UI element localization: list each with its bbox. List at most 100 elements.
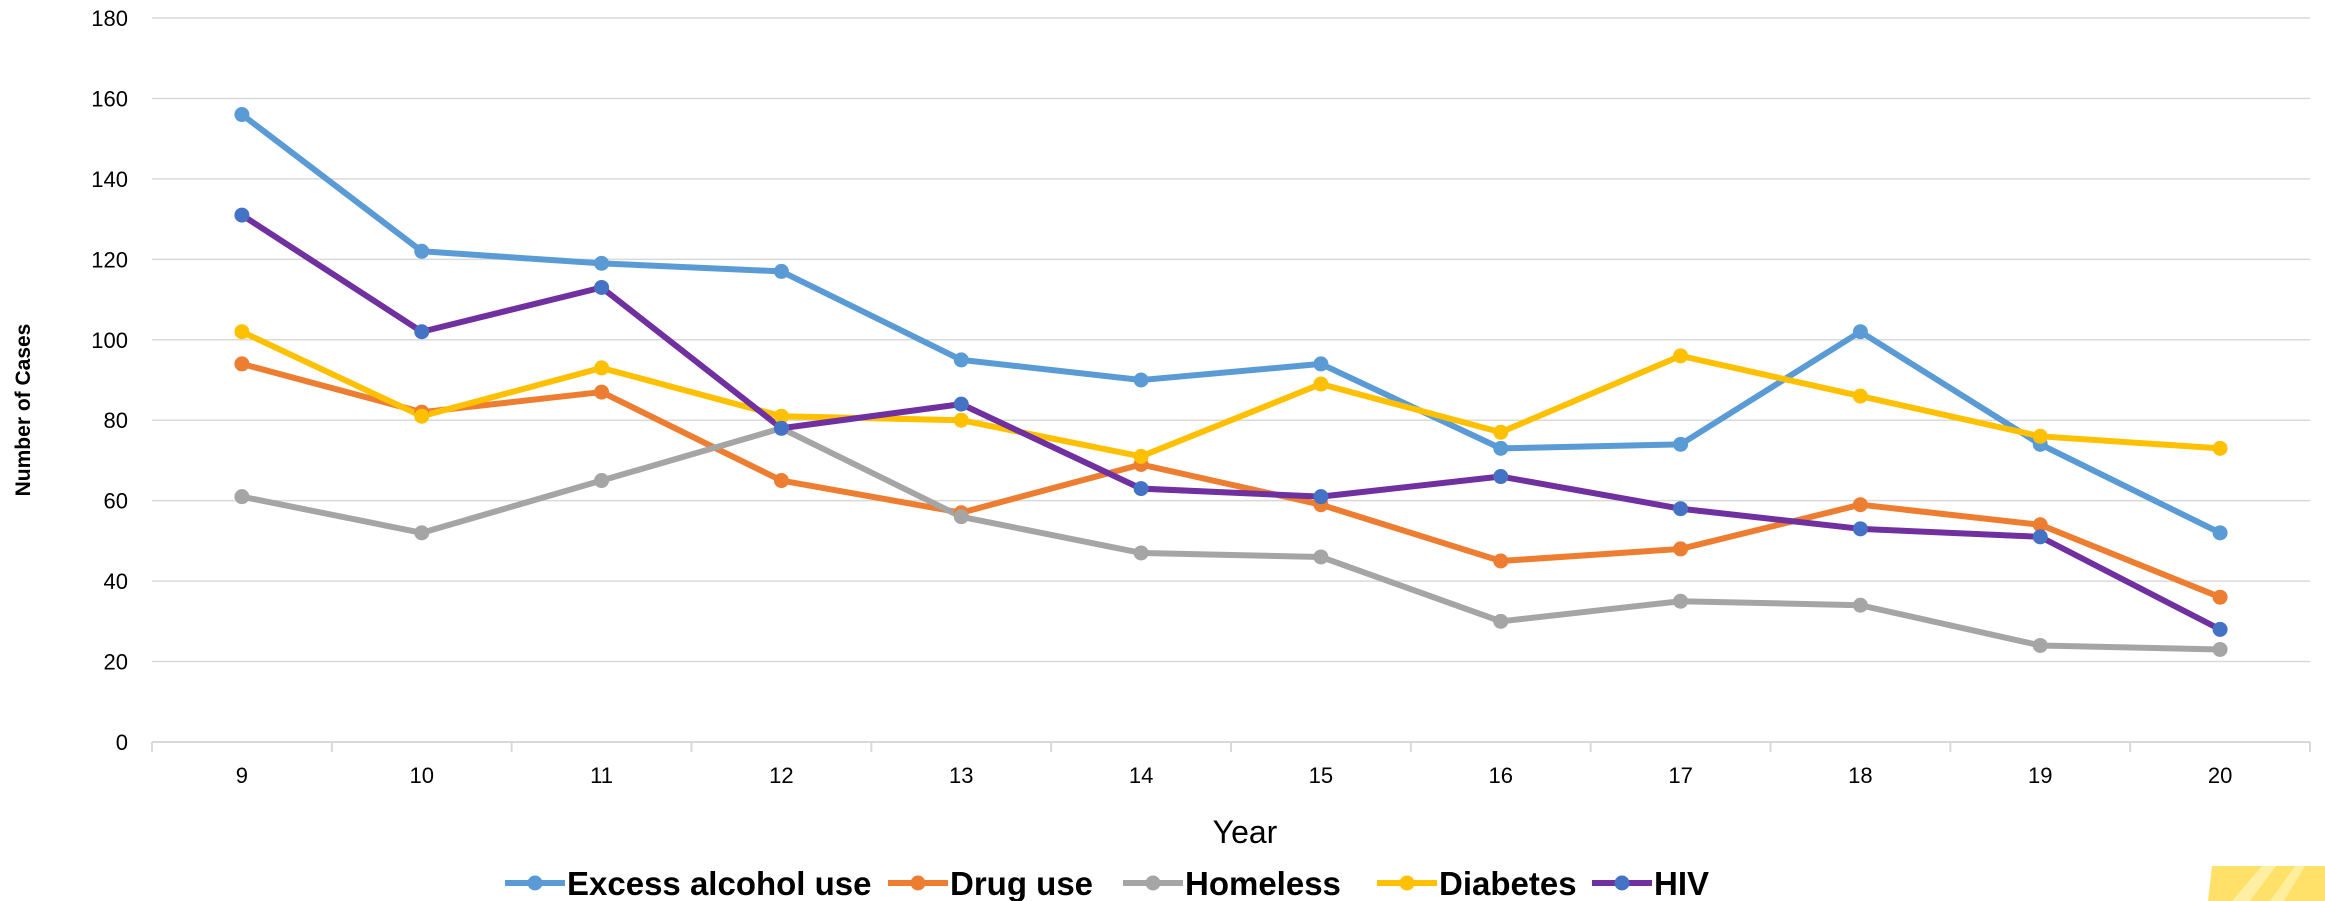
legend: Excess alcohol use Drug use Homeless Diabet… [505,865,1709,901]
data-point-excess-alcohol-use [1493,440,1509,456]
legend-swatch-marker [1399,875,1415,891]
data-point-diabetes [1673,348,1689,364]
y-tick-label: 140 [91,167,128,192]
data-point-excess-alcohol-use [1673,436,1689,452]
x-axis-tick-labels: 9 10 11 12 13 14 15 16 17 18 19 20 [236,763,2233,788]
data-point-homeless [414,525,430,541]
gridlines [152,17,2310,663]
data-point-homeless [1133,545,1149,561]
legend-item-hiv: HIV [1592,865,1709,901]
data-point-diabetes [594,360,610,376]
data-point-homeless [2032,637,2048,653]
data-point-hiv [2032,529,2048,545]
data-point-diabetes [2032,428,2048,444]
data-point-drug-use [773,473,789,489]
data-point-hiv [414,324,430,340]
y-tick-label: 120 [91,247,128,272]
x-tick-label: 14 [1129,763,1153,788]
data-point-hiv [773,420,789,436]
y-tick-label: 180 [91,6,128,31]
y-tick-label: 0 [116,730,128,755]
series-lines [238,111,2224,653]
x-tick-label: 13 [949,763,973,788]
data-point-hiv [594,279,610,295]
x-tick-label: 16 [1489,763,1513,788]
x-tick-label: 19 [2028,763,2052,788]
data-point-excess-alcohol-use [414,243,430,259]
data-point-hiv [2212,621,2228,637]
data-point-excess-alcohol-use [953,352,969,368]
data-point-homeless [1673,593,1689,609]
data-point-drug-use [2212,589,2228,605]
data-point-excess-alcohol-use [2212,525,2228,541]
series-line-homeless [238,425,2224,653]
legend-item-diabetes: Diabetes [1377,865,1577,901]
data-point-drug-use [1673,541,1689,557]
data-point-hiv [234,207,250,223]
data-point-drug-use [594,384,610,400]
data-point-diabetes [414,408,430,424]
x-tick-label: 12 [769,763,793,788]
data-point-excess-alcohol-use [773,263,789,279]
legend-swatch-marker [910,875,926,891]
data-point-diabetes [1133,448,1149,464]
data-point-homeless [1852,597,1868,613]
data-point-hiv [1493,469,1509,485]
data-point-homeless [953,509,969,525]
data-point-diabetes [1313,376,1329,392]
data-point-diabetes [953,412,969,428]
data-point-homeless [1493,613,1509,629]
y-axis-tick-labels: 0 20 40 60 80 100 120 140 160 180 [91,6,128,755]
y-tick-label: 100 [91,328,128,353]
data-point-homeless [594,473,610,489]
x-axis-title: Year [1213,814,1278,850]
data-point-diabetes [1493,424,1509,440]
data-point-homeless [1313,549,1329,565]
legend-swatch-marker [1614,875,1630,891]
legend-label: HIV [1654,865,1709,901]
y-tick-label: 80 [104,408,128,433]
decorative-corner-graphic [2208,866,2325,901]
data-point-diabetes [2212,440,2228,456]
data-point-drug-use [234,356,250,372]
data-point-hiv [1673,501,1689,517]
data-point-excess-alcohol-use [594,255,610,271]
legend-swatch-marker [1145,875,1161,891]
data-point-homeless [2212,641,2228,657]
legend-item-drug-use: Drug use [888,865,1093,901]
y-tick-label: 160 [91,86,128,111]
legend-item-excess-alcohol-use: Excess alcohol use [505,865,872,901]
x-tick-label: 9 [236,763,248,788]
series-line-diabetes [238,328,2224,460]
legend-label: Diabetes [1439,865,1577,901]
data-point-drug-use [1852,497,1868,513]
data-point-excess-alcohol-use [1313,356,1329,372]
x-tick-label: 17 [1668,763,1692,788]
data-point-drug-use [2032,517,2048,533]
data-point-hiv [1852,521,1868,537]
data-point-excess-alcohol-use [1852,324,1868,340]
data-point-hiv [1313,489,1329,505]
legend-item-homeless: Homeless [1123,865,1341,901]
series-line-drug-use [238,360,2224,601]
y-tick-label: 20 [104,650,128,675]
data-point-drug-use [1493,553,1509,569]
data-point-homeless [234,489,250,505]
legend-swatch-marker [527,875,543,891]
legend-label: Homeless [1185,865,1341,901]
data-point-hiv [1133,481,1149,497]
x-tick-label: 15 [1309,763,1333,788]
legend-label: Drug use [950,865,1093,901]
x-tick-label: 10 [410,763,434,788]
series-line-excess-alcohol-use [238,111,2224,536]
data-point-diabetes [1852,388,1868,404]
data-point-excess-alcohol-use [1133,372,1149,388]
x-tick-label: 11 [590,763,613,788]
data-point-diabetes [773,408,789,424]
y-tick-label: 40 [104,569,128,594]
series-markers [234,107,2228,657]
data-point-hiv [953,396,969,412]
legend-label: Excess alcohol use [567,865,872,901]
